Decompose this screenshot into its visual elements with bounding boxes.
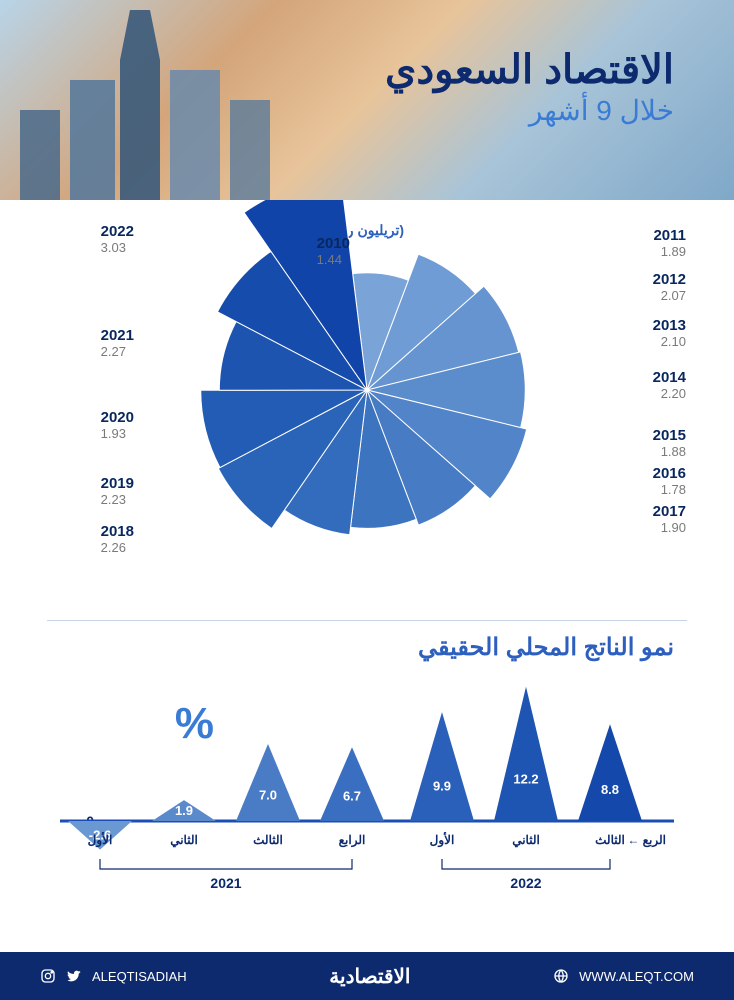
year-value: 1.89 (653, 245, 686, 259)
year-label: 20182.26 (101, 524, 134, 555)
quarter-axis-label: الربع ← (627, 833, 666, 847)
quarter-label: الثاني (170, 833, 198, 847)
year-label: 20132.10 (653, 318, 686, 349)
year-label: 20161.78 (653, 466, 686, 497)
year-label: 20192.23 (101, 476, 134, 507)
year-number: 2012 (653, 272, 686, 289)
year-number: 2010 (317, 236, 350, 253)
growth-value: 7.0 (259, 787, 277, 802)
page-title: الاقتصاد السعودي (385, 50, 674, 90)
year-value: 3.03 (101, 241, 134, 255)
footer-url: WWW.ALEQT.COM (579, 969, 694, 984)
skyline-illustration (0, 0, 360, 200)
year-number: 2020 (101, 410, 134, 427)
radial-chart-section: (تريليون ريال) 20101.4420111.8920122.072… (0, 200, 734, 620)
footer-site: WWW.ALEQT.COM (553, 968, 694, 984)
year-number: 2021 (101, 328, 134, 345)
year-value: 1.90 (653, 521, 686, 535)
footer-bar: ALEQTISADIAH الاقتصادية WWW.ALEQT.COM (0, 952, 734, 1000)
footer-handle: ALEQTISADIAH (92, 969, 187, 984)
twitter-icon (66, 968, 82, 984)
radial-chart (157, 200, 577, 620)
year-number: 2011 (653, 228, 686, 245)
year-value: 2.26 (101, 541, 134, 555)
year-number: 2019 (101, 476, 134, 493)
quarter-label: الأول (88, 833, 113, 847)
header-title-block: الاقتصاد السعودي خلال 9 أشهر (385, 50, 674, 127)
hero-banner: الاقتصاد السعودي خلال 9 أشهر (0, 0, 734, 200)
footer-brand: الاقتصادية (329, 964, 410, 989)
quarter-label: الثاني (512, 833, 540, 847)
year-number: 2016 (653, 466, 686, 483)
year-value: 1.93 (101, 427, 134, 441)
growth-value: 6.7 (343, 788, 361, 803)
year-number: 2017 (653, 504, 686, 521)
growth-triangle (320, 747, 384, 821)
growth-triangle (494, 687, 558, 821)
quarter-label: الثالث (595, 833, 625, 847)
year-value: 1.88 (653, 445, 686, 459)
year-label: 20171.90 (653, 504, 686, 535)
year-bracket (100, 859, 352, 869)
year-number: 2018 (101, 524, 134, 541)
quarter-label: الأول (430, 833, 455, 847)
growth-chart: 2.6-1.97.06.79.912.28.8 (40, 661, 694, 901)
year-number: 2014 (653, 370, 686, 387)
year-number: 2022 (101, 224, 134, 241)
year-label: 20201.93 (101, 410, 134, 441)
year-label: 20101.44 (317, 236, 350, 267)
growth-triangle (578, 724, 642, 821)
year-label: 20223.03 (101, 224, 134, 255)
year-bracket (442, 859, 610, 869)
growth-value: 1.9 (175, 803, 193, 818)
year-value: 1.78 (653, 483, 686, 497)
year-value: 2.23 (101, 493, 134, 507)
quarter-label: الثالث (253, 833, 283, 847)
instagram-icon (40, 968, 56, 984)
year-label: 20151.88 (653, 428, 686, 459)
year-label: 20212.27 (101, 328, 134, 359)
year-label: 20122.07 (653, 272, 686, 303)
year-number: 2013 (653, 318, 686, 335)
year-value: 2.27 (101, 345, 134, 359)
year-value: 2.07 (653, 289, 686, 303)
year-value: 1.44 (317, 253, 350, 267)
quarter-label: الرابع (339, 833, 366, 847)
page-subtitle: خلال 9 أشهر (385, 94, 674, 127)
year-group-label: 2022 (510, 875, 541, 891)
growth-value: 8.8 (601, 782, 619, 797)
growth-triangle (236, 744, 300, 821)
growth-triangle (410, 712, 474, 821)
year-label: 20111.89 (653, 228, 686, 259)
growth-value: 12.2 (513, 771, 538, 786)
year-label: 20142.20 (653, 370, 686, 401)
year-value: 2.10 (653, 335, 686, 349)
year-group-label: 2021 (210, 875, 241, 891)
growth-chart-title: نمو الناتج المحلي الحقيقي (418, 633, 674, 662)
footer-social: ALEQTISADIAH (40, 968, 187, 984)
growth-chart-section: نمو الناتج المحلي الحقيقي % 0 2.6-1.97.0… (0, 621, 734, 931)
year-value: 2.20 (653, 387, 686, 401)
globe-icon (553, 968, 569, 984)
growth-value: 9.9 (433, 779, 451, 794)
year-number: 2015 (653, 428, 686, 445)
